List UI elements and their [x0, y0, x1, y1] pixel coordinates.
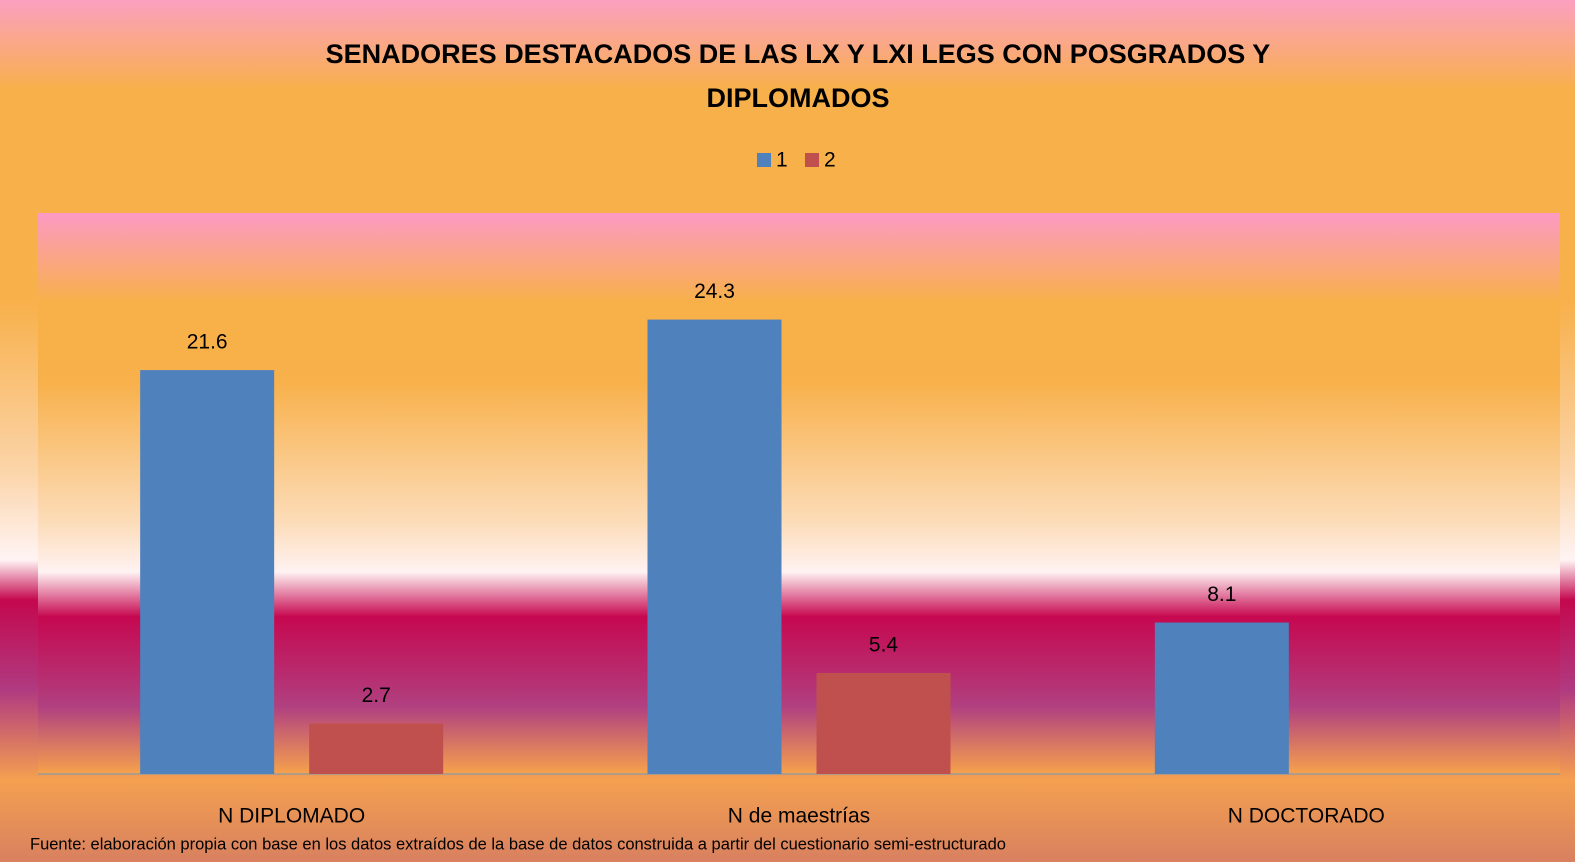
bar — [140, 370, 275, 774]
x-tick-label: N de maestrías — [728, 805, 870, 828]
data-label: 5.4 — [869, 634, 899, 657]
data-label: 21.6 — [187, 331, 228, 354]
source-note: Fuente: elaboración propia con base en l… — [30, 835, 1006, 853]
data-label: 2.7 — [362, 684, 391, 707]
data-label: 8.1 — [1207, 583, 1236, 606]
legend-swatch — [757, 153, 771, 167]
x-tick-label: N DOCTORADO — [1228, 805, 1385, 828]
bar — [1154, 622, 1289, 774]
bar — [309, 723, 444, 774]
bar — [647, 319, 782, 774]
bar — [816, 673, 951, 774]
legend-label: 2 — [824, 149, 836, 172]
x-tick-label: N DIPLOMADO — [218, 805, 365, 828]
chart-title: SENADORES DESTACADOS DE LAS LX Y LXI LEG… — [325, 39, 1271, 113]
plot-area — [38, 213, 1560, 774]
legend-swatch — [805, 153, 819, 167]
legend-label: 1 — [776, 149, 788, 172]
data-label: 24.3 — [694, 280, 735, 303]
